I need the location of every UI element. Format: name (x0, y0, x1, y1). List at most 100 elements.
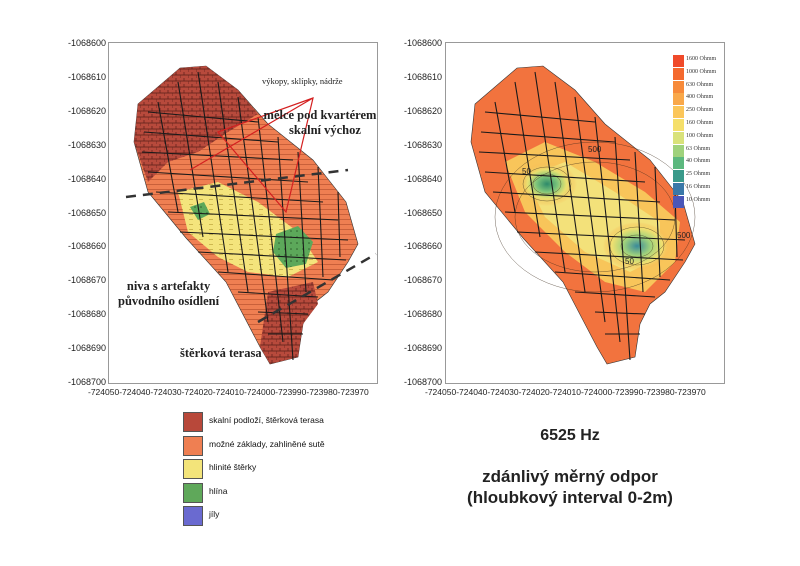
colorbar-label: 10 Ohmm (686, 196, 711, 203)
y-tick-label: -1068700 (67, 377, 106, 387)
right-x-axis: -724050-724040-724030-724020-724010-7240… (425, 387, 706, 397)
y-tick-label: -1068660 (67, 241, 106, 252)
legend-item: možné základy, zahliněné sutě (183, 435, 423, 458)
right-map-survey-lines (478, 71, 686, 361)
contour-label-2: 50 (522, 167, 531, 176)
y-tick-label: -1068660 (403, 241, 442, 252)
left-map-boundary-lower (257, 252, 377, 324)
colorbar-label: 400 Ohmm (686, 94, 714, 101)
y-tick-label: -1068690 (403, 343, 442, 354)
legend-swatch (183, 459, 203, 479)
colorbar-swatch (673, 67, 684, 80)
colorbar-label: 16 Ohmm (686, 184, 711, 190)
colorbar-label: 250 Ohmm (686, 107, 714, 114)
colorbar-swatch (673, 55, 684, 67)
y-tick-label: -1068620 (403, 105, 442, 116)
right-map-low-anomaly-2 (603, 222, 671, 270)
label-floodplain: niva s artefakty původního osídlení (118, 279, 219, 309)
legend-swatch (183, 506, 203, 526)
colorbar-label: 160 Ohmm (686, 120, 714, 126)
contour-label-1: 500 (588, 145, 602, 154)
y-tick-label: -1068670 (403, 275, 442, 286)
y-tick-label: -1068680 (67, 309, 106, 320)
y-tick-label: -1068680 (403, 309, 442, 320)
right-map-low-anomaly-1 (517, 162, 577, 206)
colorbar-entry: 16 Ohmm (673, 183, 743, 195)
colorbar-entry: 63 Ohmm (673, 144, 743, 157)
y-tick-label: -1068600 (403, 38, 442, 48)
y-tick-label: -1068650 (403, 207, 442, 218)
left-map-small-green (190, 202, 210, 220)
label-niva-1: niva s artefakty (126, 279, 211, 293)
colorbar-entry: 40 Ohmm (673, 157, 743, 170)
colorbar-swatch (673, 144, 684, 157)
y-tick-label: -1068640 (67, 173, 106, 184)
colorbar-swatch (673, 80, 684, 93)
colorbar-swatch (673, 195, 684, 208)
contour-label-4: 500 (677, 231, 691, 240)
legend-label: jíly (209, 509, 220, 519)
y-tick-label: -1068600 (67, 38, 106, 48)
colorbar-swatch (673, 106, 684, 119)
colorbar-label: 1000 Ohmm (686, 68, 717, 75)
colorbar-entry: 160 Ohmm (673, 119, 743, 131)
colorbar-entry: 1600 Ohmm (673, 55, 743, 67)
colorbar-entry: 25 Ohmm (673, 170, 743, 183)
contour-label-3: 50 (625, 257, 634, 266)
colorbar-label: 630 Ohmm (686, 81, 714, 88)
y-tick-label: -1068650 (67, 207, 106, 218)
colorbar-label: 25 Ohmm (686, 171, 711, 178)
left-map-svg (125, 65, 377, 365)
colorbar-entry: 10 Ohmm (673, 195, 743, 208)
colorbar-entry: 100 Ohmm (673, 131, 743, 144)
y-tick-label: -1068700 (403, 377, 442, 387)
colorbar-swatch (673, 131, 684, 144)
label-shallow-bedrock: mělce pod kvartérem skalní výchoz (250, 108, 390, 138)
colorbar-label: 100 Ohmm (686, 132, 714, 139)
label-terrace: štěrková terasa (180, 346, 262, 360)
colorbar-entry: 1000 Ohmm (673, 67, 743, 80)
subtitle-line-2: (hloubkový interval 0-2m) (467, 488, 673, 507)
colorbar-swatch (673, 93, 684, 106)
label-excavations: výkopy, sklípky, nádrže (262, 76, 343, 86)
y-tick-label: -1068610 (403, 71, 442, 82)
legend-label: hlína (209, 485, 228, 496)
right-map-contours (494, 141, 696, 293)
left-x-axis: -724050-724040-724030-724020-724010-7240… (88, 387, 369, 397)
legend-item: hlinité štěrky (183, 459, 423, 481)
label-niva-2: původního osídlení (118, 294, 220, 308)
colorbar-swatch (673, 183, 684, 195)
label-shallow-2: skalní výchoz (289, 123, 361, 137)
colorbar-label: 1600 Ohmm (686, 56, 717, 62)
colorbar-label: 63 Ohmm (686, 145, 711, 152)
legend-label: hlinité štěrky (209, 462, 257, 472)
colorbar-label: 40 Ohmm (686, 158, 711, 165)
legend-item: hlína (183, 482, 423, 505)
y-tick-label: -1068630 (67, 139, 106, 150)
label-shallow-1: mělce pod kvartérem (263, 108, 377, 122)
legend-swatch (183, 482, 203, 503)
colorbar-swatch (673, 119, 684, 131)
y-tick-label: -1068630 (403, 139, 442, 150)
colorbar-entry: 250 Ohmm (673, 106, 743, 119)
legend-item: jíly (183, 506, 423, 528)
legend-swatch (183, 435, 203, 456)
y-tick-label: -1068640 (403, 173, 442, 184)
legend-swatch (183, 412, 203, 432)
y-tick-label: -1068690 (67, 343, 106, 354)
legend-label: skalní podloží, štěrková terasa (209, 415, 324, 425)
left-map-callout-lines (189, 97, 314, 214)
subtitle-line-1: zdánlivý měrný odpor (482, 467, 658, 486)
legend-label: možné základy, zahliněné sutě (209, 438, 325, 449)
left-map-terrace-zone (260, 282, 318, 364)
colorbar-entry: 400 Ohmm (673, 93, 743, 106)
colorbar-swatch (673, 170, 684, 183)
left-map-boundary-upper (125, 168, 349, 199)
right-map-svg: 500 50 50 500 (470, 65, 696, 365)
y-tick-label: -1068620 (67, 105, 106, 116)
y-tick-label: -1068610 (67, 71, 106, 82)
left-map-survey-lines (141, 71, 349, 361)
legend-item: skalní podloží, štěrková terasa (183, 412, 423, 434)
frequency-title: 6525 Hz (540, 427, 600, 444)
colorbar-entry: 630 Ohmm (673, 80, 743, 93)
